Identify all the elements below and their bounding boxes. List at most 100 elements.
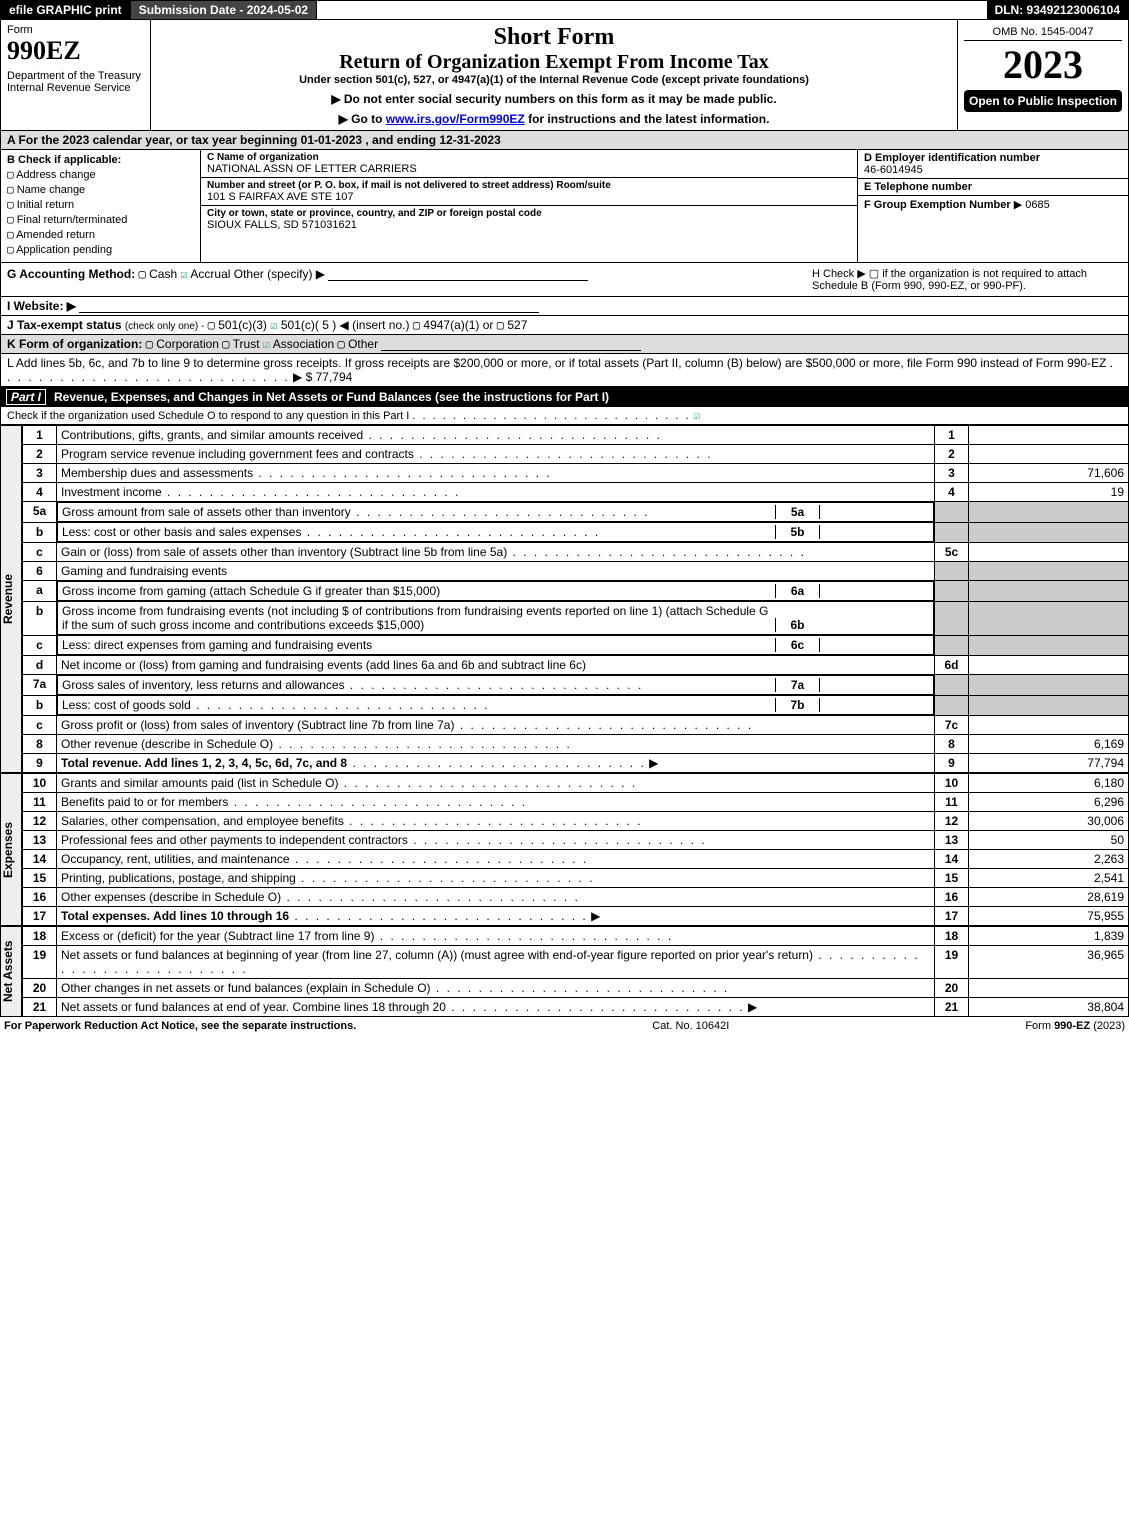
ssn-warning: ▶ Do not enter social security numbers o… <box>157 92 951 106</box>
org-name: NATIONAL ASSN OF LETTER CARRIERS <box>207 163 851 175</box>
efile-print[interactable]: efile GRAPHIC print <box>1 1 131 19</box>
goto-link-line: ▶ Go to www.irs.gov/Form990EZ for instru… <box>157 112 951 126</box>
cb-accrual[interactable]: ☑ <box>180 267 187 281</box>
line-2: 2Program service revenue including gover… <box>23 445 1129 464</box>
line-5a: 5aGross amount from sale of assets other… <box>23 502 1129 523</box>
submission-date: Submission Date - 2024-05-02 <box>131 1 317 19</box>
cb-501c[interactable]: ☑ <box>270 318 277 332</box>
k-other-input[interactable] <box>381 337 641 351</box>
part1-tag: Part I <box>6 389 46 405</box>
e-label: E Telephone number <box>864 181 1122 193</box>
cb-final-return[interactable]: ▢ Final return/terminated <box>7 213 194 226</box>
note2-post: for instructions and the latest informat… <box>525 112 770 126</box>
f-label: F Group Exemption Number <box>864 199 1011 211</box>
cb-trust[interactable]: ▢ <box>222 337 229 351</box>
k-other: Other <box>348 337 378 351</box>
line-19: 19Net assets or fund balances at beginni… <box>23 946 1129 979</box>
j-sub: (check only one) - <box>125 321 204 332</box>
l-text: L Add lines 5b, 6c, and 7b to line 9 to … <box>7 356 1106 370</box>
cb-4947[interactable]: ▢ <box>413 318 420 332</box>
k-trust: Trust <box>233 337 260 351</box>
cb-application-pending[interactable]: ▢ Application pending <box>7 243 194 256</box>
line-7b: bLess: cost of goods sold7b <box>23 695 1129 716</box>
open-to-public: Open to Public Inspection <box>964 90 1122 112</box>
line-14: 14Occupancy, rent, utilities, and mainte… <box>23 850 1129 869</box>
cb-527[interactable]: ▢ <box>497 318 504 332</box>
g-cash: Cash <box>149 267 177 281</box>
line-18: 18Excess or (deficit) for the year (Subt… <box>23 927 1129 946</box>
k-label: K Form of organization: <box>7 337 142 351</box>
header-left: Form 990EZ Department of the Treasury In… <box>1 20 151 130</box>
cb-name-change[interactable]: ▢ Name change <box>7 183 194 196</box>
section-def: D Employer identification number 46-6014… <box>858 150 1128 262</box>
footer-left: For Paperwork Reduction Act Notice, see … <box>4 1020 356 1032</box>
c-city-label: City or town, state or province, country… <box>207 208 851 219</box>
revenue-section: Revenue 1Contributions, gifts, grants, a… <box>0 425 1129 773</box>
expenses-vlabel: Expenses <box>0 773 22 926</box>
line-k: K Form of organization: ▢ Corporation ▢ … <box>0 335 1129 354</box>
page-footer: For Paperwork Reduction Act Notice, see … <box>0 1017 1129 1035</box>
cb-initial-return[interactable]: ▢ Initial return <box>7 198 194 211</box>
cb-cash[interactable]: ▢ <box>139 267 146 281</box>
line-5b: bLess: cost or other basis and sales exp… <box>23 522 1129 543</box>
footer-right: Form 990-EZ (2023) <box>1025 1020 1125 1032</box>
part1-sub-text: Check if the organization used Schedule … <box>7 410 409 422</box>
revenue-table: 1Contributions, gifts, grants, and simil… <box>22 425 1129 773</box>
cb-association[interactable]: ☑ <box>263 337 270 351</box>
form-header: Form 990EZ Department of the Treasury In… <box>0 20 1129 131</box>
line-20: 20Other changes in net assets or fund ba… <box>23 979 1129 998</box>
h-text: H Check ▶ ▢ if the organization is not r… <box>812 267 1122 292</box>
line-17: 17Total expenses. Add lines 10 through 1… <box>23 907 1129 926</box>
main-title: Return of Organization Exempt From Incom… <box>157 51 951 74</box>
website-input[interactable] <box>79 299 539 313</box>
line-1: 1Contributions, gifts, grants, and simil… <box>23 426 1129 445</box>
line-15: 15Printing, publications, postage, and s… <box>23 869 1129 888</box>
line-6a: aGross income from gaming (attach Schedu… <box>23 581 1129 602</box>
cb-amended-return[interactable]: ▢ Amended return <box>7 228 194 241</box>
tax-year: 2023 <box>964 41 1122 88</box>
header-right: OMB No. 1545-0047 2023 Open to Public In… <box>958 20 1128 130</box>
dln: DLN: 93492123006104 <box>987 1 1128 19</box>
k-assoc: Association <box>273 337 334 351</box>
cb-address-change[interactable]: ▢ Address change <box>7 168 194 181</box>
netassets-section: Net Assets 18Excess or (deficit) for the… <box>0 926 1129 1017</box>
i-label: I Website: ▶ <box>7 299 76 313</box>
dept-treasury: Department of the Treasury Internal Reve… <box>7 70 144 94</box>
line-11: 11Benefits paid to or for members116,296 <box>23 793 1129 812</box>
form-label: Form <box>7 24 144 36</box>
line-j: J Tax-exempt status (check only one) - ▢… <box>0 316 1129 335</box>
part1-title: Revenue, Expenses, and Changes in Net As… <box>54 390 609 404</box>
cb-corporation[interactable]: ▢ <box>146 337 153 351</box>
cb-other-org[interactable]: ▢ <box>338 337 345 351</box>
irs-link[interactable]: www.irs.gov/Form990EZ <box>386 112 525 126</box>
section-c: C Name of organization NATIONAL ASSN OF … <box>201 150 858 262</box>
line-i: I Website: ▶ <box>0 297 1129 316</box>
l-amount: ▶ $ 77,794 <box>293 370 352 384</box>
line-10: 10Grants and similar amounts paid (list … <box>23 774 1129 793</box>
j-501c3: 501(c)(3) <box>218 318 267 332</box>
line-g-h: G Accounting Method: ▢ Cash ☑ Accrual Ot… <box>0 263 1129 297</box>
j-501c: 501(c)( 5 ) ◀ (insert no.) <box>281 318 410 332</box>
ein: 46-6014945 <box>864 164 1122 176</box>
part1-header: Part I Revenue, Expenses, and Changes in… <box>0 387 1129 407</box>
cb-501c3[interactable]: ▢ <box>208 318 215 332</box>
line-5c: cGain or (loss) from sale of assets othe… <box>23 543 1129 562</box>
b-title: B Check if applicable: <box>7 154 194 166</box>
g-accrual: Accrual <box>190 267 230 281</box>
section-b: B Check if applicable: ▢ Address change … <box>1 150 201 262</box>
c-addr-label: Number and street (or P. O. box, if mail… <box>207 180 851 191</box>
c-name-label: C Name of organization <box>207 152 851 163</box>
line-3: 3Membership dues and assessments371,606 <box>23 464 1129 483</box>
line-8: 8Other revenue (describe in Schedule O)8… <box>23 735 1129 754</box>
revenue-vlabel: Revenue <box>0 425 22 773</box>
cb-schedule-o[interactable]: ☑ <box>694 409 701 422</box>
g-other-input[interactable] <box>328 267 588 281</box>
group-exemption: ▶ 0685 <box>1014 199 1050 211</box>
line-21: 21Net assets or fund balances at end of … <box>23 998 1129 1017</box>
line-6c: cLess: direct expenses from gaming and f… <box>23 635 1129 656</box>
subtitle: Under section 501(c), 527, or 4947(a)(1)… <box>157 74 951 86</box>
j-527: 527 <box>507 318 527 332</box>
note2-pre: ▶ Go to <box>339 112 386 126</box>
line-9: 9Total revenue. Add lines 1, 2, 3, 4, 5c… <box>23 754 1129 773</box>
form-number: 990EZ <box>7 36 144 66</box>
